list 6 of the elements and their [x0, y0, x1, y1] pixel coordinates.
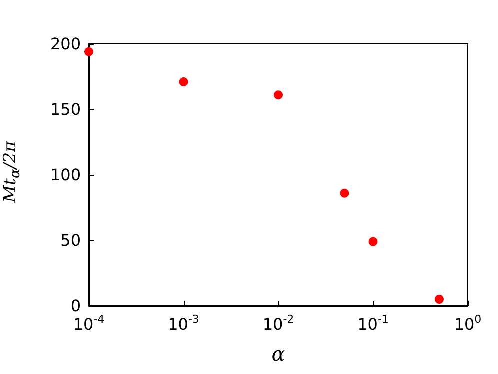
- y-tick-label: 150: [50, 100, 81, 119]
- x-axis-title: α: [272, 342, 286, 366]
- y-tick-label: 100: [50, 166, 81, 184]
- y-tick-label: 50: [60, 231, 81, 250]
- y-tick-label: 0: [70, 296, 81, 316]
- y-tick-label: 200: [50, 34, 81, 54]
